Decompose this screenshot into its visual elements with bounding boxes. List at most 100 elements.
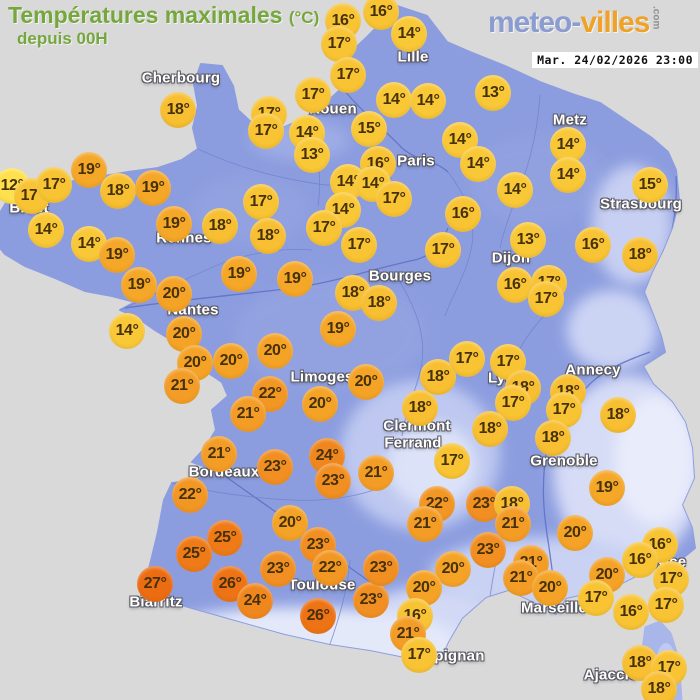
- temp-bubble: 25°: [176, 536, 212, 572]
- temp-bubble: 17°: [243, 184, 279, 220]
- city-label: Bourges: [368, 267, 432, 285]
- temp-bubble: 17°: [295, 77, 331, 113]
- temp-bubble: 21°: [495, 506, 531, 542]
- temp-bubble: 16°: [575, 227, 611, 263]
- temp-bubble: 21°: [201, 436, 237, 472]
- temp-bubble: 23°: [470, 532, 506, 568]
- city-label: Strasbourg: [599, 195, 683, 213]
- temp-bubble: 18°: [641, 671, 677, 700]
- page-title: Températures maximales (°C): [8, 2, 319, 29]
- temp-bubble: 17°: [36, 167, 72, 203]
- temp-bubble: 23°: [315, 463, 351, 499]
- city-label: Limoges: [290, 368, 354, 386]
- temp-bubble: 25°: [207, 520, 243, 556]
- temp-bubble: 17°: [653, 561, 689, 597]
- city-label: Lille: [397, 48, 429, 66]
- temp-bubble: 18°: [160, 92, 196, 128]
- temp-bubble: 14°: [376, 82, 412, 118]
- temp-bubble: 19°: [221, 256, 257, 292]
- temp-bubble: 15°: [632, 167, 668, 203]
- temp-bubble: 19°: [320, 311, 356, 347]
- temp-bubble: 23°: [353, 582, 389, 618]
- temp-bubble: 23°: [260, 551, 296, 587]
- temp-bubble: 19°: [71, 152, 107, 188]
- temp-bubble: 17°: [306, 210, 342, 246]
- city-label: Metz: [552, 111, 588, 129]
- temp-bubble: 22°: [172, 477, 208, 513]
- temp-bubble: 16°: [497, 267, 533, 303]
- site-logo[interactable]: meteo-villes.com: [488, 6, 661, 40]
- temp-bubble: 20°: [557, 515, 593, 551]
- temp-bubble: 20°: [435, 551, 471, 587]
- temp-bubble: 15°: [351, 111, 387, 147]
- temp-bubble: 20°: [257, 333, 293, 369]
- temp-bubble: 17°: [434, 443, 470, 479]
- temp-bubble: 27°: [137, 566, 173, 602]
- logo-part-blue: meteo-: [488, 6, 581, 39]
- temp-bubble: 18°: [361, 285, 397, 321]
- title-unit: (°C): [288, 8, 320, 27]
- city-label: Grenoble: [530, 452, 598, 470]
- temp-bubble: 20°: [272, 505, 308, 541]
- temp-bubble: 18°: [535, 420, 571, 456]
- temp-bubble: 21°: [164, 368, 200, 404]
- temp-bubble: 17°: [341, 227, 377, 263]
- temp-bubble: 19°: [121, 267, 157, 303]
- temp-bubble: 20°: [532, 570, 568, 606]
- temp-bubble: 19°: [99, 237, 135, 273]
- temp-bubble: 14°: [410, 83, 446, 119]
- temp-bubble: 19°: [156, 206, 192, 242]
- temp-bubble: 23°: [363, 550, 399, 586]
- page-subtitle: depuis 00H: [17, 29, 108, 48]
- temp-bubble: 17°: [490, 344, 526, 380]
- temp-bubble: 24°: [237, 583, 273, 619]
- city-label: Clermont: [383, 417, 451, 435]
- logo-tld: .com: [650, 6, 662, 30]
- title-text: Températures maximales: [8, 2, 283, 28]
- temp-bubble: 19°: [589, 470, 625, 506]
- city-label: Paris: [397, 152, 435, 170]
- temp-bubble: 26°: [300, 598, 336, 634]
- temp-bubble: 24°: [309, 438, 345, 474]
- temp-bubble: 18°: [600, 397, 636, 433]
- temp-bubble: 13°: [475, 75, 511, 111]
- temp-bubble: 17°: [648, 587, 684, 623]
- temp-bubble: 18°: [202, 208, 238, 244]
- temp-bubble: 21°: [230, 396, 266, 432]
- temp-bubble: 14°: [28, 212, 64, 248]
- temp-bubble: 14°: [550, 157, 586, 193]
- temp-bubble: 21°: [358, 455, 394, 491]
- temp-bubble: 18°: [402, 390, 438, 426]
- city-label: Marseille: [520, 599, 588, 617]
- temp-bubble: 16°: [622, 542, 658, 578]
- city-label: Bordeaux: [188, 463, 260, 481]
- temp-bubble: 17°: [401, 637, 437, 673]
- temp-bubble: 23°: [257, 449, 293, 485]
- city-label: Cherbourg: [141, 69, 221, 87]
- temp-bubble: 18°: [622, 237, 658, 273]
- temp-bubble: 19°: [277, 261, 313, 297]
- temp-bubble: 20°: [213, 343, 249, 379]
- temp-bubble: 18°: [472, 411, 508, 447]
- temp-bubble: 14°: [442, 122, 478, 158]
- temp-bubble: 13°: [510, 222, 546, 258]
- city-label: Ferrand: [384, 434, 442, 452]
- temp-bubble: 14°: [497, 172, 533, 208]
- temp-bubble: 17°: [248, 113, 284, 149]
- temp-bubble: 17°: [528, 281, 564, 317]
- temp-bubble: 16°: [613, 594, 649, 630]
- temp-bubble: 19°: [135, 170, 171, 206]
- temp-bubble: 21°: [407, 506, 443, 542]
- logo-part-orange: villes: [580, 6, 650, 39]
- temp-bubble: 14°: [109, 313, 145, 349]
- temp-bubble: 20°: [302, 386, 338, 422]
- temp-bubble: 17°: [495, 385, 531, 421]
- temp-bubble: 17°: [330, 57, 366, 93]
- temp-bubble: 16°: [445, 196, 481, 232]
- city-label: Annecy: [565, 361, 621, 379]
- temp-bubble: 20°: [156, 276, 192, 312]
- temp-bubble: 23°: [300, 527, 336, 563]
- temp-bubble: 17°: [321, 26, 357, 62]
